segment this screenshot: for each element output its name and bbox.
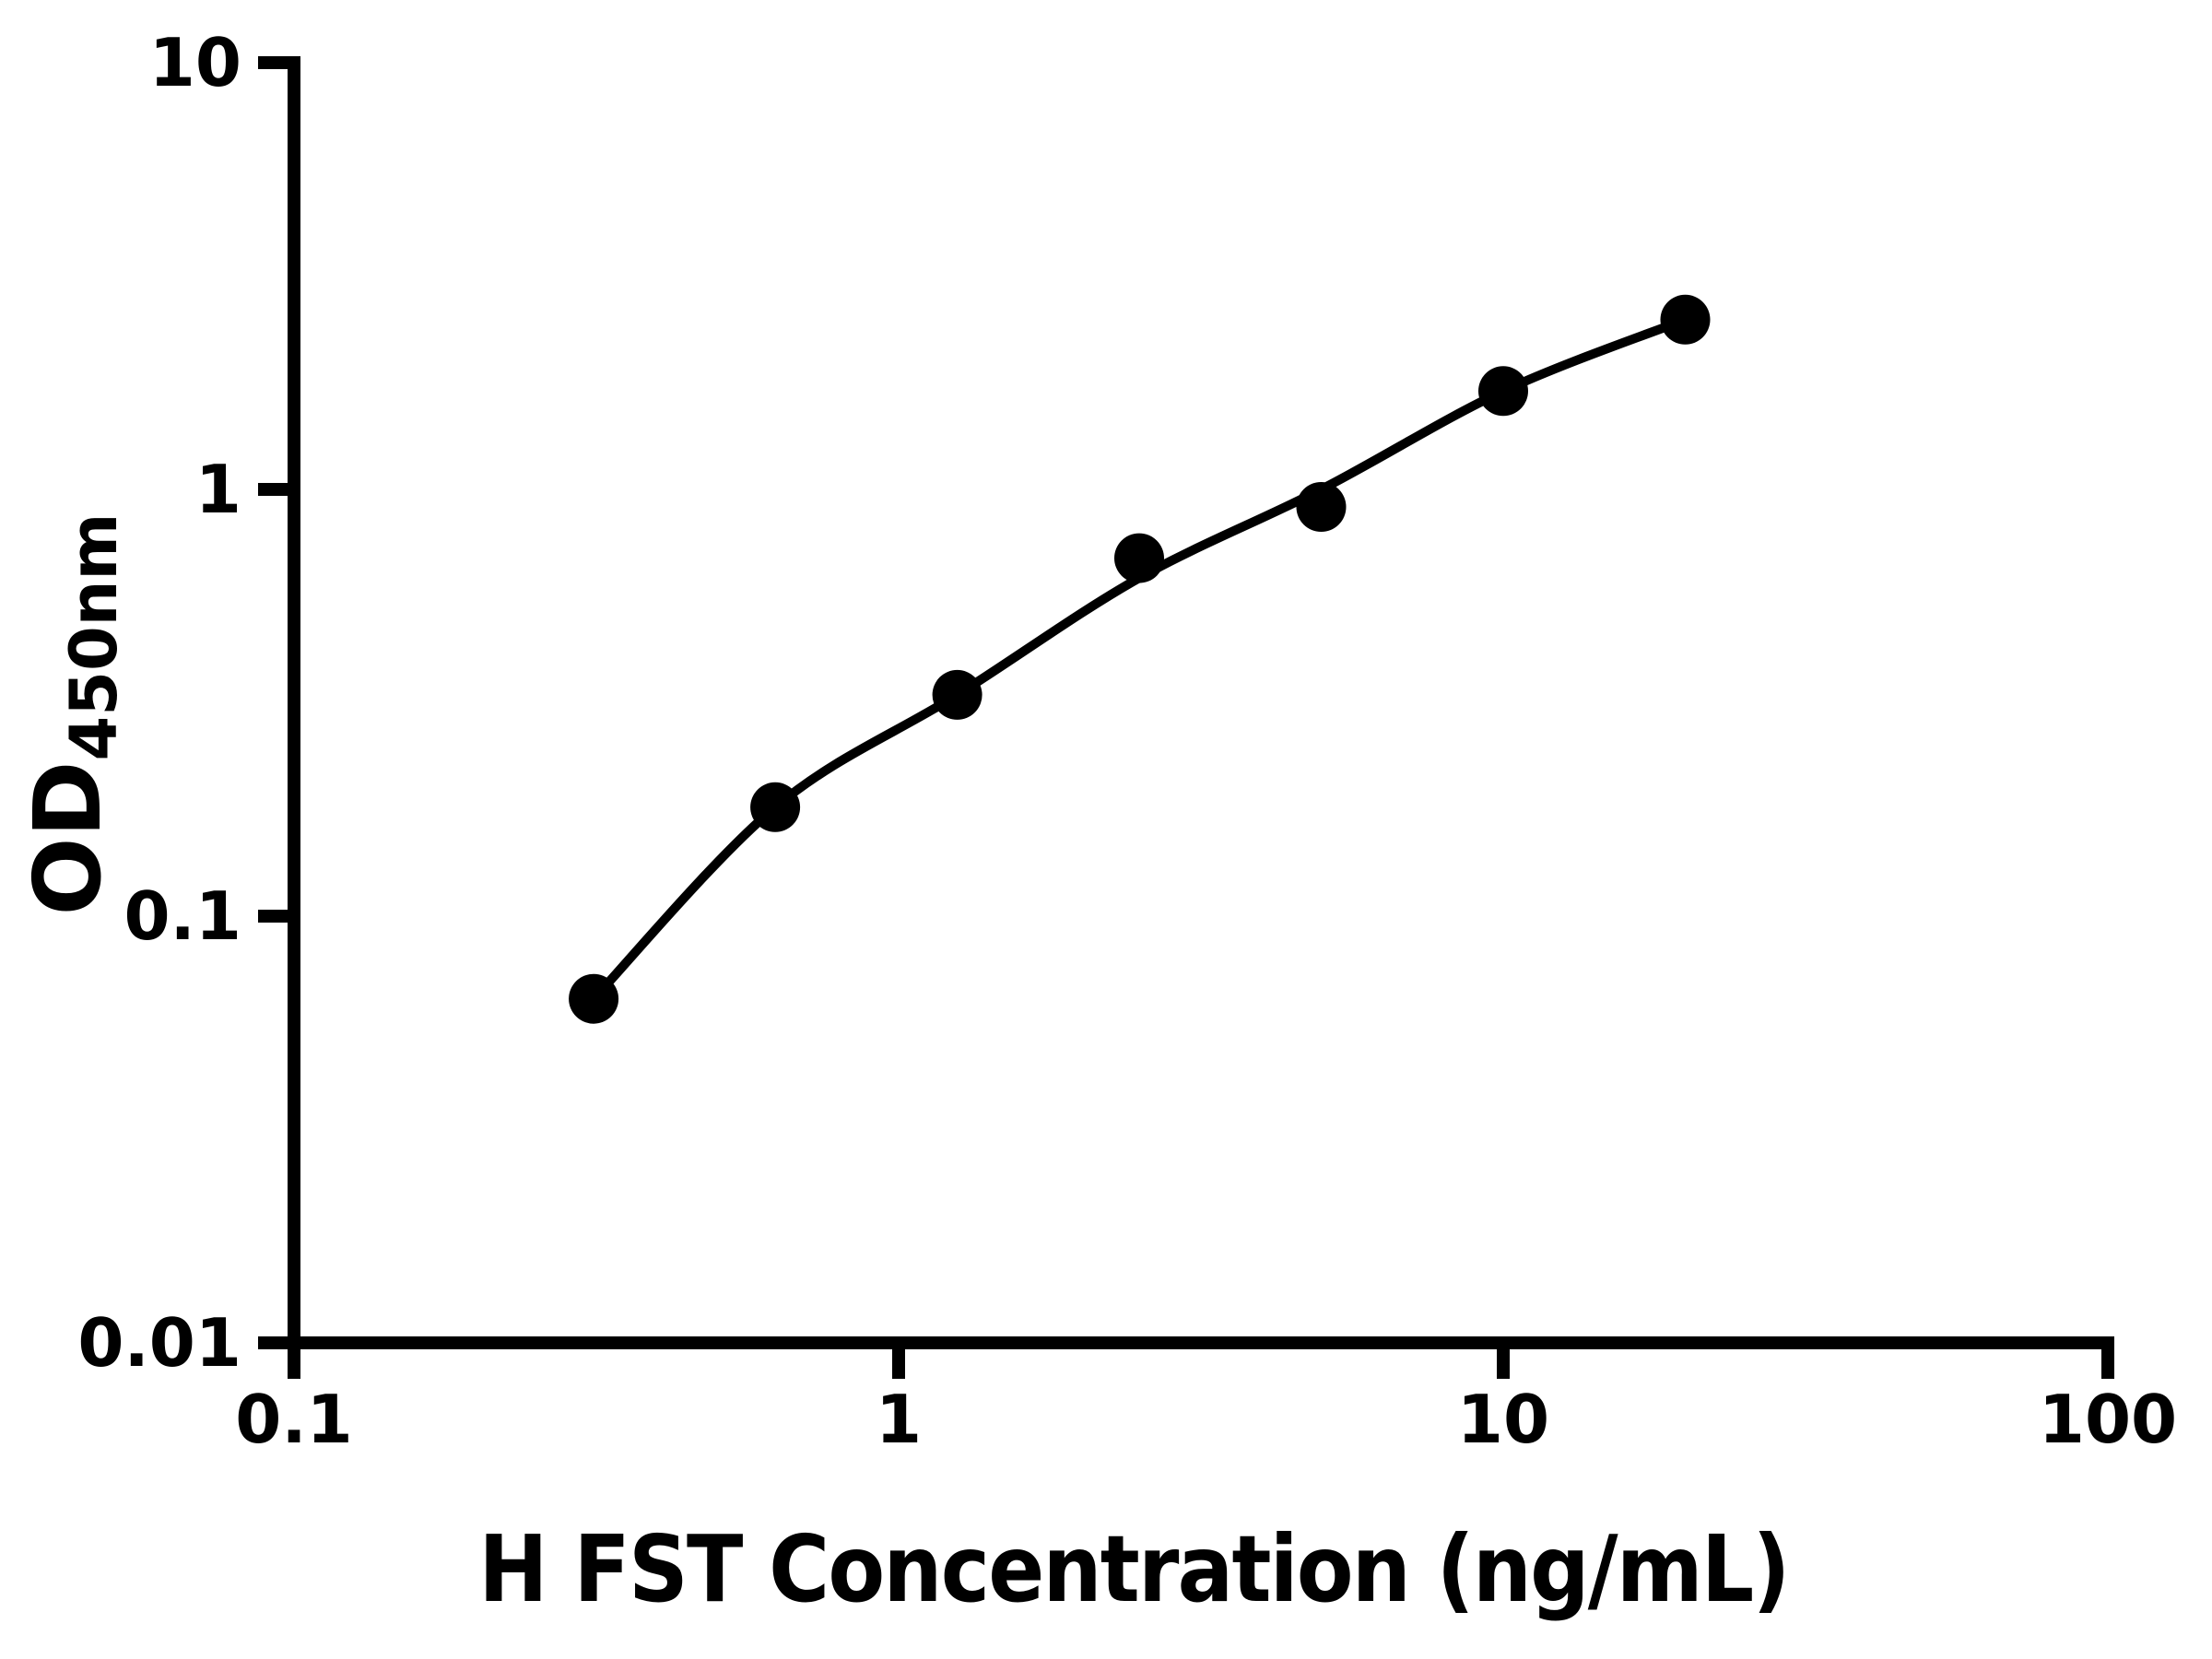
fit-curve-line [590,315,1688,1003]
y-axis-title: OD450nm [14,513,132,916]
y-tick-label: 0.01 [77,1304,241,1382]
x-tick-label: 100 [2039,1381,2177,1458]
data-point-marker [569,973,619,1024]
data-point-marker [1660,294,1711,345]
data-point-marker [1478,366,1528,417]
y-axis-title-sub: 450nm [56,513,132,761]
x-tick-label: 10 [1457,1381,1549,1458]
y-tick-label: 1 [195,451,241,528]
y-axis-title-main: OD [14,760,122,915]
y-tick-label: 0.1 [124,877,241,955]
data-point-marker [1114,533,1164,583]
x-tick-label: 1 [876,1381,922,1458]
data-point-marker [750,782,801,832]
x-axis-title: H FST Concentration (ng/mL) [478,1517,1788,1624]
y-tick-label: 10 [149,24,241,101]
x-tick-label: 0.1 [235,1381,353,1458]
axis-spine [288,56,2114,1349]
data-point-marker [932,669,982,720]
data-point-marker [1296,482,1347,532]
